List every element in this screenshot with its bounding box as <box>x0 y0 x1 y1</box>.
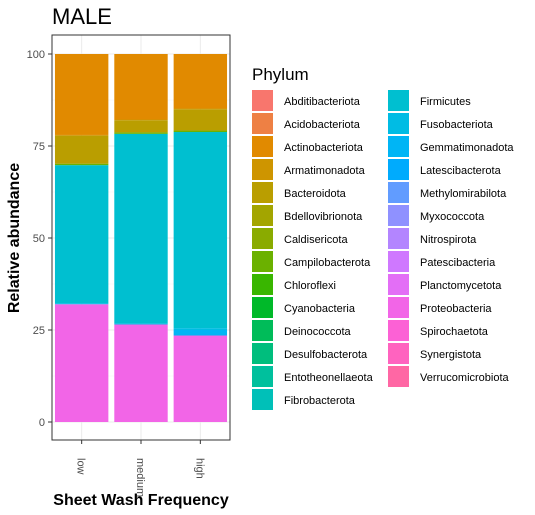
legend-label-armatimonadota: Armatimonadota <box>284 165 366 177</box>
y-tick-label: 50 <box>33 233 45 245</box>
legend-label-fibrobacterota: Fibrobacterota <box>284 395 356 407</box>
legend-label-verrucomicrobiota: Verrucomicrobiota <box>420 372 510 384</box>
legend-label-planctomycetota: Planctomycetota <box>420 280 502 292</box>
bar-segment-campilobacterota-medium <box>114 132 168 134</box>
legend-label-synergistota: Synergistota <box>420 349 482 361</box>
x-tick-label-low: low <box>75 458 87 475</box>
legend-key-gemmatimonadota <box>388 136 409 157</box>
bar-segment-actinobacteriota-high <box>173 54 228 109</box>
y-axis-title: Relative abundance <box>6 163 23 313</box>
legend-label-abditibacteriota: Abditibacteriota <box>284 96 361 108</box>
legend-label-gemmatimonadota: Gemmatimonadota <box>420 142 514 154</box>
bar-segment-firmicutes-high <box>173 132 228 329</box>
legend-label-cyanobacteria: Cyanobacteria <box>284 303 356 315</box>
bar-segment-bacteroidota-low <box>54 135 109 164</box>
legend-key-deinococcota <box>252 320 273 341</box>
legend-key-proteobacteria <box>388 297 409 318</box>
legend-key-myxococcota <box>388 205 409 226</box>
legend-label-firmicutes: Firmicutes <box>420 96 471 108</box>
legend-key-chloroflexi <box>252 274 273 295</box>
legend-key-desulfobacterota <box>252 343 273 364</box>
legend-key-cyanobacteria <box>252 297 273 318</box>
legend: Phylum Abditibacteriota Acidobacteriota Ac… <box>252 65 514 410</box>
bar-segment-proteobacteria-low <box>54 304 109 422</box>
bar-segment-armatimonadota-medium <box>114 119 168 121</box>
legend-key-acidobacteriota <box>252 113 273 134</box>
bar-segment-actinobacteriota-medium <box>114 54 168 120</box>
legend-key-synergistota <box>388 343 409 364</box>
y-tick-label: 25 <box>33 325 45 337</box>
legend-key-fibrobacterota <box>252 389 273 410</box>
legend-label-desulfobacterota: Desulfobacterota <box>284 349 368 361</box>
legend-label-latescibacterota: Latescibacterota <box>420 165 502 177</box>
legend-label-bdellovibrionota: Bdellovibrionota <box>284 211 363 223</box>
bar-segment-fusobacteriota-low <box>54 303 109 305</box>
bar-segment-bacteroidota-medium <box>114 120 168 133</box>
legend-label-nitrospirota: Nitrospirota <box>420 234 477 246</box>
bar-segment-bacteroidota-high <box>173 109 228 131</box>
bar-segment-proteobacteria-medium <box>114 324 168 422</box>
legend-key-abditibacteriota <box>252 90 273 111</box>
legend-title: Phylum <box>252 65 309 84</box>
bar-segment-armatimonadota-low <box>54 134 109 136</box>
bar-segment-firmicutes-medium <box>114 133 168 324</box>
legend-label-fusobacteriota: Fusobacteriota <box>420 119 494 131</box>
y-tick-label: 0 <box>39 417 45 429</box>
legend-key-bdellovibrionota <box>252 205 273 226</box>
legend-label-caldisericota: Caldisericota <box>284 234 348 246</box>
bar-segment-proteobacteria-high <box>173 335 228 422</box>
bar-segment-gemmatimonadota-high <box>173 330 228 336</box>
y-tick-label: 100 <box>27 49 45 61</box>
legend-label-spirochaetota: Spirochaetota <box>420 326 489 338</box>
legend-key-armatimonadota <box>252 159 273 180</box>
legend-label-acidobacteriota: Acidobacteriota <box>284 119 361 131</box>
legend-key-actinobacteriota <box>252 136 273 157</box>
legend-label-actinobacteriota: Actinobacteriota <box>284 142 364 154</box>
legend-key-firmicutes <box>388 90 409 111</box>
bar-segment-armatimonadota-high <box>173 108 228 110</box>
legend-label-patescibacteria: Patescibacteria <box>420 257 496 269</box>
bar-segment-actinobacteriota-low <box>54 54 109 135</box>
legend-key-campilobacterota <box>252 251 273 272</box>
legend-key-entotheonellaeota <box>252 366 273 387</box>
legend-label-chloroflexi: Chloroflexi <box>284 280 336 292</box>
legend-key-methylomirabilota <box>388 182 409 203</box>
bar-segment-fusobacteriota-medium <box>114 323 168 325</box>
legend-label-methylomirabilota: Methylomirabilota <box>420 188 507 200</box>
legend-key-spirochaetota <box>388 320 409 341</box>
legend-key-verrucomicrobiota <box>388 366 409 387</box>
legend-label-entotheonellaeota: Entotheonellaeota <box>284 372 374 384</box>
legend-label-campilobacterota: Campilobacterota <box>284 257 371 269</box>
bar-segment-campilobacterota-low <box>54 163 109 166</box>
y-tick-label: 75 <box>33 141 45 153</box>
bar-segment-firmicutes-low <box>54 165 109 304</box>
legend-label-proteobacteria: Proteobacteria <box>420 303 492 315</box>
legend-label-myxococcota: Myxococcota <box>420 211 485 223</box>
legend-key-patescibacteria <box>388 251 409 272</box>
legend-key-fusobacteriota <box>388 113 409 134</box>
legend-key-nitrospirota <box>388 228 409 249</box>
plot-panel: 0 25 50 75 100 low medium high <box>27 34 231 497</box>
legend-key-planctomycetota <box>388 274 409 295</box>
legend-key-latescibacterota <box>388 159 409 180</box>
bar-segment-campilobacterota-high <box>173 130 228 133</box>
x-tick-label-high: high <box>193 458 205 479</box>
legend-label-deinococcota: Deinococcota <box>284 326 352 338</box>
chart-title: MALE <box>52 4 112 29</box>
x-tick-label-medium: medium <box>134 458 146 497</box>
legend-label-bacteroidota: Bacteroidota <box>284 188 347 200</box>
x-axis-title: Sheet Wash Frequency <box>53 492 229 509</box>
legend-key-caldisericota <box>252 228 273 249</box>
legend-key-bacteroidota <box>252 182 273 203</box>
bar-segment-fusobacteriota-high <box>173 328 228 330</box>
